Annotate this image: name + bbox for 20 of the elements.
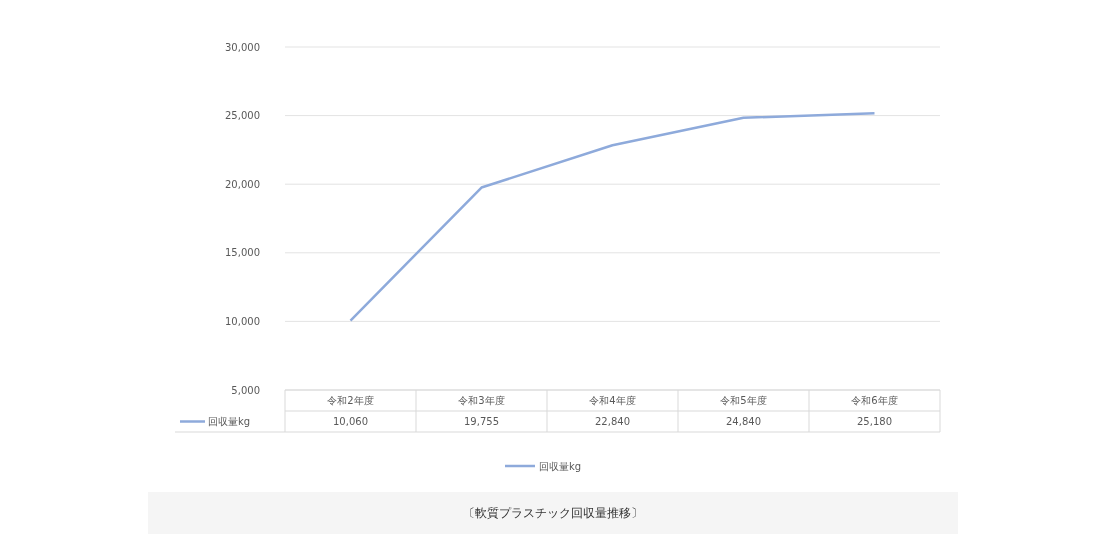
y-tick-label: 15,000 — [225, 247, 260, 259]
text: 〔軟質プラスチック回収量推移〕 — [463, 506, 643, 521]
line-series — [349, 111, 876, 322]
data-label: 25,180 — [857, 416, 892, 427]
x-tick-label: 令和6年度 — [851, 395, 898, 406]
x-tick-label: 令和2年度 — [327, 395, 374, 406]
text: 回収量kg — [539, 460, 582, 472]
y-tick-label: 30,000 — [225, 41, 260, 53]
y-tick-label: 25,000 — [225, 110, 260, 122]
x-tick-label: 令和3年度 — [458, 395, 505, 406]
data-label: 10,060 — [333, 416, 368, 427]
y-tick-label: 20,000 — [225, 178, 260, 190]
data-label: 24,840 — [726, 416, 761, 427]
y-tick-label: 10,000 — [225, 315, 260, 327]
legend-label: 回収量kg — [208, 416, 251, 427]
data-label: 22,840 — [595, 416, 630, 427]
x-tick-label: 令和4年度 — [589, 395, 636, 406]
x-tick-label: 令和5年度 — [720, 395, 767, 406]
y-tick-label: 5,000 — [231, 384, 260, 396]
data-label: 19,755 — [464, 416, 499, 427]
